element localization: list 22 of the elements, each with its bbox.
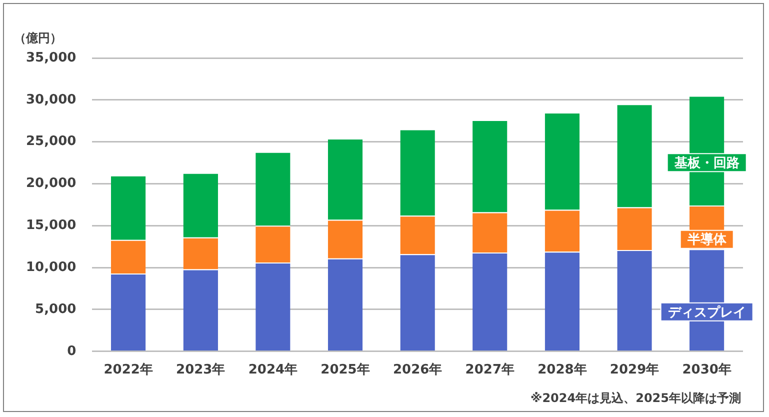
y-tick-label: 35,000 (26, 50, 76, 66)
x-tick-label: 2024年 (248, 362, 298, 378)
x-tick-label: 2026年 (392, 362, 442, 378)
x-tick-label: 2028年 (538, 362, 587, 378)
y-tick-label: 30,000 (26, 92, 76, 108)
y-tick-label: 10,000 (26, 260, 76, 275)
x-tick-label: 2025年 (320, 362, 370, 378)
x-tick-label: 2029年 (610, 362, 660, 378)
x-tick-label: 2030年 (682, 362, 732, 378)
y-axis-title: （億円） (14, 30, 62, 47)
y-tick-label: 25,000 (26, 134, 76, 150)
x-tick-label: 2023年 (176, 362, 226, 378)
x-tick-label: 2022年 (104, 362, 153, 378)
y-tick-label: 20,000 (26, 176, 76, 192)
series-label: 半導体 (686, 232, 728, 248)
y-tick-label: 5,000 (35, 302, 76, 317)
y-tick-label: 0 (67, 344, 76, 359)
text: ※2024年は見込、2025年以降は予測 (530, 390, 741, 407)
x-tick-label: 2027年 (465, 362, 514, 378)
series-label: ディスプレイ (668, 304, 746, 320)
y-tick-label: 15,000 (26, 218, 76, 234)
series-label: 基板・回路 (673, 156, 740, 172)
